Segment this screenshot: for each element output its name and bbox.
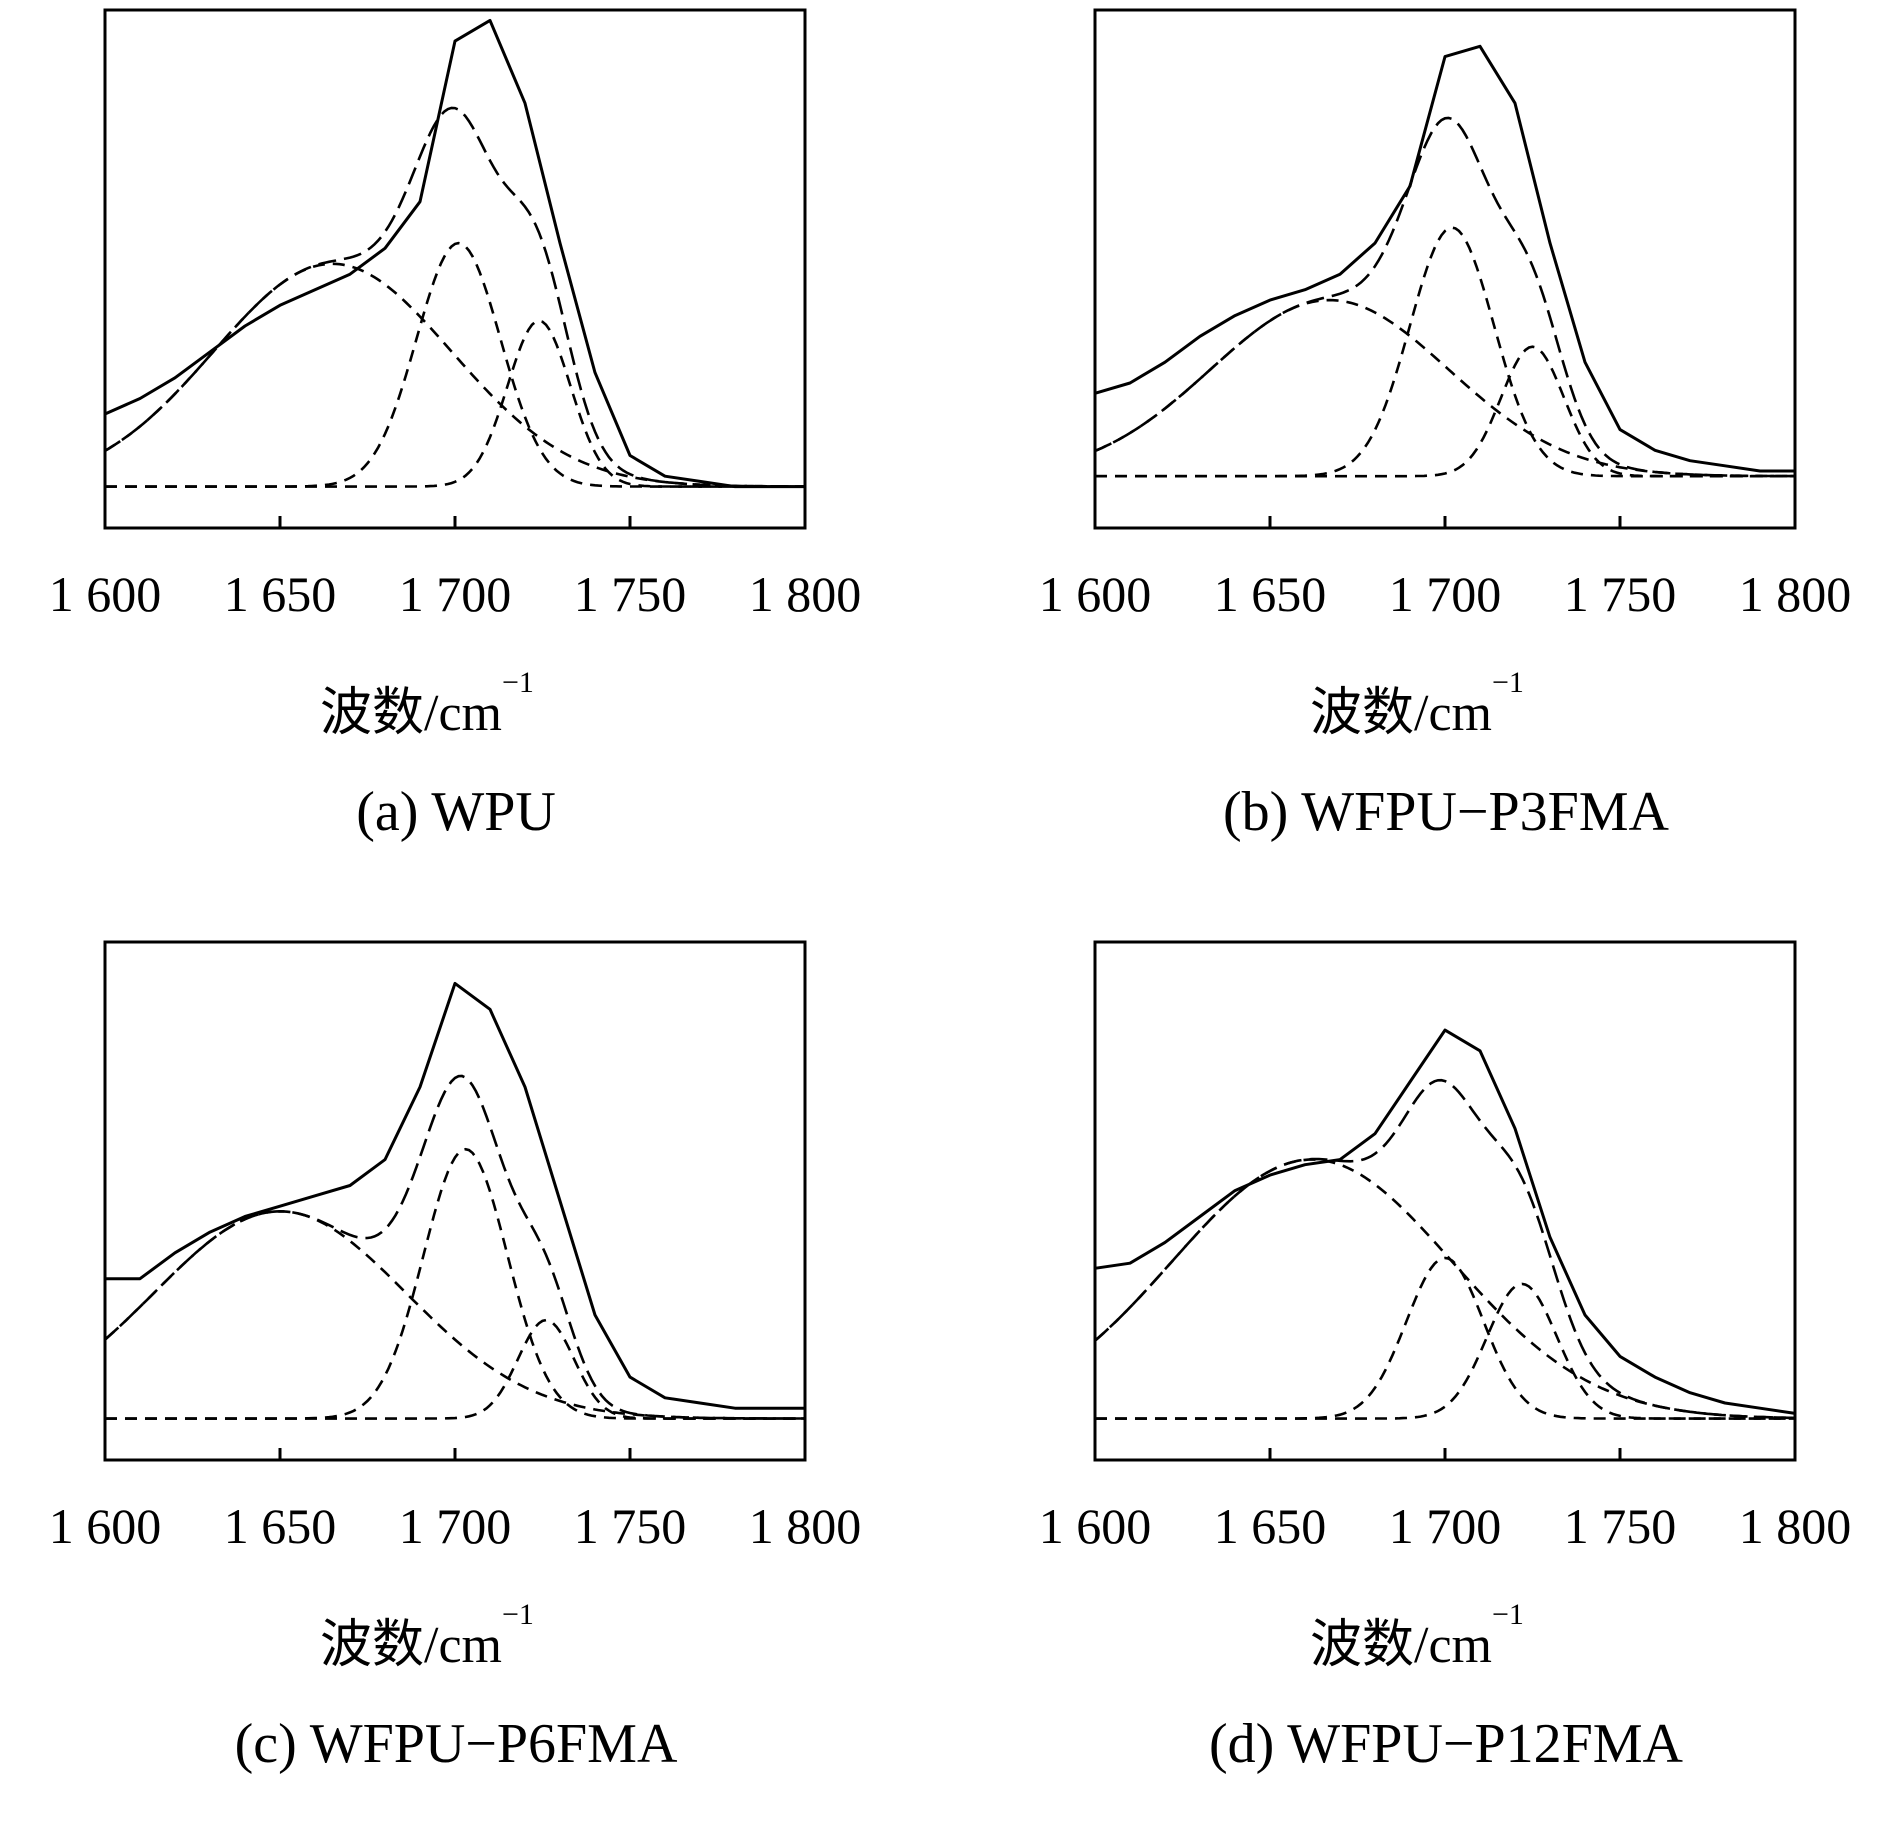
fitted-curve <box>104 106 805 488</box>
component-curve-band-2 <box>1095 226 1795 478</box>
component-curve-band-2 <box>1095 1256 1795 1420</box>
x-tick-label: 1 650 <box>223 1498 337 1554</box>
component-curve-band-2 <box>105 1147 805 1420</box>
component-curve-band-2 <box>105 241 805 488</box>
panel-caption: (a) WPU <box>356 781 556 843</box>
measured-curve <box>105 981 805 1410</box>
plot-frame <box>103 940 807 1462</box>
fitted-curve <box>1094 116 1795 478</box>
x-tick-label: 1 600 <box>48 1498 162 1554</box>
x-tick-label: 1 750 <box>1563 1498 1677 1554</box>
x-tick-label: 1 800 <box>748 1498 862 1554</box>
component-curve-band-1 <box>104 262 805 488</box>
measured-curve <box>1094 1028 1796 1415</box>
plot-svg <box>103 940 807 1462</box>
panel-b: 1 600 1 650 1 700 1 750 1 800 波数/cm−1 (b… <box>990 0 1890 897</box>
x-axis-label: 波数/cm−1 <box>320 666 534 742</box>
x-tick-label: 1 750 <box>1563 566 1677 622</box>
measured-curve <box>1094 44 1795 473</box>
panel-caption: (d) WFPU−P12FMA <box>1209 1713 1683 1775</box>
x-tick-label: 1 750 <box>573 1498 687 1554</box>
x-tick-label: 1 650 <box>223 566 337 622</box>
x-tick-label: 1 700 <box>1388 1498 1502 1554</box>
x-tick-label: 1 600 <box>1038 1498 1152 1554</box>
panel-a: 1 600 1 650 1 700 1 750 1 800 波数/cm−1 (a… <box>0 0 945 897</box>
x-axis-label: 波数/cm−1 <box>320 1598 534 1674</box>
panel-caption: (c) WFPU−P6FMA <box>234 1713 678 1775</box>
panel-d: 1 600 1 650 1 700 1 750 1 800 波数/cm−1 (d… <box>990 932 1890 1829</box>
plot-frame <box>1093 8 1797 530</box>
fitted-curve <box>104 1074 805 1420</box>
x-tick-label: 1 700 <box>1388 566 1502 622</box>
component-curve-band-3 <box>1095 1282 1795 1420</box>
component-curve-band-3 <box>1095 345 1795 478</box>
fitted-curve <box>1094 1078 1796 1420</box>
x-tick-label: 1 600 <box>48 566 162 622</box>
x-tick-label: 1 800 <box>1738 566 1852 622</box>
plot-svg <box>103 8 807 530</box>
plot-svg <box>1093 8 1797 530</box>
x-axis-label: 波数/cm−1 <box>1310 666 1524 742</box>
plot-svg <box>1093 940 1797 1462</box>
x-tick-label: 1 700 <box>398 1498 512 1554</box>
x-tick-label: 1 650 <box>1213 566 1327 622</box>
panel-c: 1 600 1 650 1 700 1 750 1 800 波数/cm−1 (c… <box>0 932 945 1829</box>
x-tick-label: 1 650 <box>1213 1498 1327 1554</box>
x-tick-label: 1 700 <box>398 566 512 622</box>
component-curve-band-1 <box>1094 298 1795 478</box>
x-tick-label: 1 800 <box>748 566 862 622</box>
x-tick-label: 1 750 <box>573 566 687 622</box>
panel-caption: (b) WFPU−P3FMA <box>1223 781 1669 843</box>
x-tick-label: 1 800 <box>1738 1498 1852 1554</box>
plot-frame <box>103 8 807 530</box>
measured-curve <box>104 18 805 489</box>
component-curve-band-1 <box>1094 1158 1796 1420</box>
component-curve-band-1 <box>104 1210 805 1420</box>
x-tick-label: 1 600 <box>1038 566 1152 622</box>
plot-frame <box>1093 940 1797 1462</box>
component-curve-band-3 <box>105 319 805 488</box>
x-axis-label: 波数/cm−1 <box>1310 1598 1524 1674</box>
